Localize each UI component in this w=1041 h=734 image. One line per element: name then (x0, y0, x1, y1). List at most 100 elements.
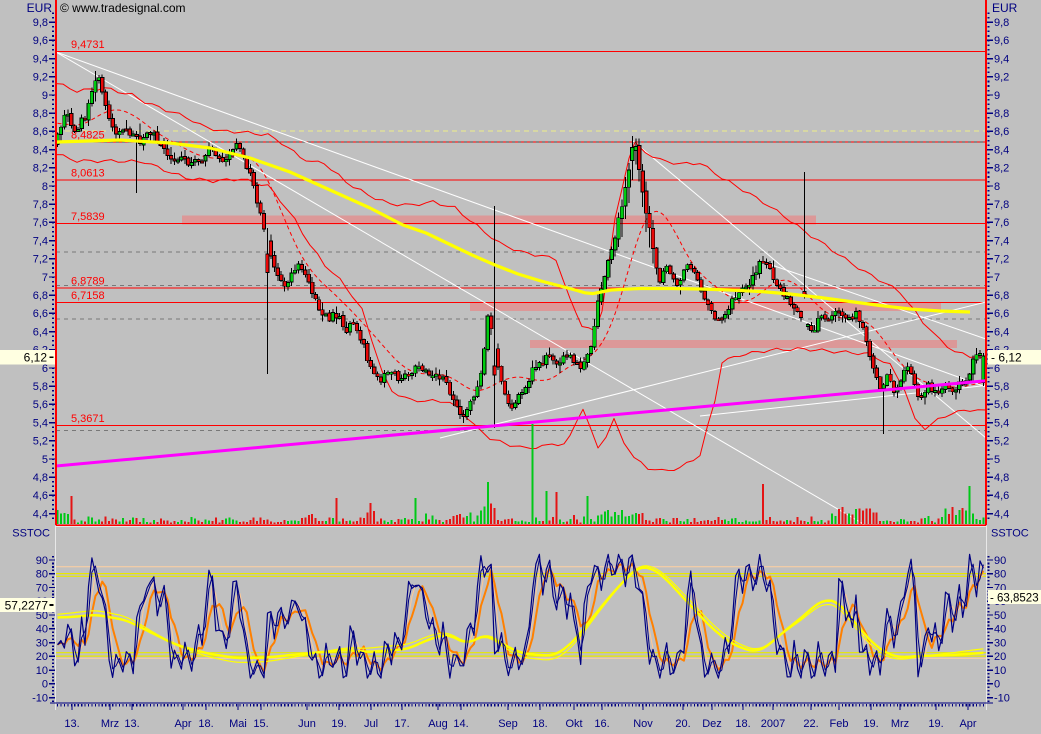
svg-text:Okt: Okt (565, 718, 582, 730)
svg-text:7,2: 7,2 (33, 254, 48, 266)
svg-text:8,6: 8,6 (33, 126, 48, 138)
svg-text:40: 40 (994, 624, 1006, 636)
svg-text:6: 6 (994, 363, 1000, 375)
svg-text:30: 30 (36, 637, 48, 649)
svg-text:90: 90 (994, 555, 1006, 567)
svg-text:9: 9 (42, 90, 48, 102)
svg-text:5: 5 (994, 454, 1000, 466)
svg-text:18.: 18. (735, 718, 750, 730)
svg-text:4,6: 4,6 (994, 490, 1009, 502)
svg-text:7: 7 (42, 272, 48, 284)
svg-text:9,8: 9,8 (33, 17, 48, 29)
svg-text:0: 0 (994, 679, 1000, 691)
svg-text:-10: -10 (994, 692, 1010, 704)
svg-text:9,4: 9,4 (994, 53, 1009, 65)
svg-text:9,2: 9,2 (994, 72, 1009, 84)
svg-text:7,6: 7,6 (33, 217, 48, 229)
svg-text:8,8: 8,8 (994, 108, 1009, 120)
svg-text:4,8: 4,8 (33, 472, 48, 484)
svg-text:13.: 13. (64, 718, 79, 730)
svg-text:Apr: Apr (959, 718, 976, 730)
svg-text:5,2: 5,2 (994, 436, 1009, 448)
svg-text:6,8: 6,8 (994, 290, 1009, 302)
svg-text:Jul: Jul (364, 718, 378, 730)
svg-text:6,6: 6,6 (994, 308, 1009, 320)
svg-text:Feb: Feb (830, 718, 849, 730)
svg-text:8,2: 8,2 (994, 163, 1009, 175)
svg-text:50: 50 (994, 610, 1006, 622)
svg-text:Nov: Nov (633, 718, 653, 730)
svg-text:9: 9 (994, 90, 1000, 102)
svg-text:6,6: 6,6 (33, 308, 48, 320)
svg-text:20.: 20. (675, 718, 690, 730)
svg-text:7: 7 (994, 272, 1000, 284)
svg-text:6,4: 6,4 (994, 326, 1009, 338)
svg-text:5,4: 5,4 (994, 417, 1009, 429)
svg-text:19.: 19. (331, 718, 346, 730)
svg-text:5,4: 5,4 (33, 417, 48, 429)
svg-text:6,7158: 6,7158 (71, 290, 105, 302)
svg-text:30: 30 (994, 637, 1006, 649)
svg-text:6,8: 6,8 (33, 290, 48, 302)
svg-text:EUR: EUR (992, 1, 1018, 15)
svg-text:5,8: 5,8 (994, 381, 1009, 393)
svg-text:- 63,8523: - 63,8523 (990, 593, 1039, 605)
svg-text:Aug: Aug (428, 718, 448, 730)
svg-text:4,8: 4,8 (994, 472, 1009, 484)
svg-text:8,2: 8,2 (33, 163, 48, 175)
svg-text:70: 70 (36, 582, 48, 594)
svg-text:Dez: Dez (702, 718, 722, 730)
svg-text:9,6: 9,6 (33, 35, 48, 47)
svg-text:Mrz: Mrz (101, 718, 119, 730)
svg-text:Apr: Apr (174, 718, 191, 730)
svg-text:20: 20 (994, 651, 1006, 663)
svg-text:Mrz: Mrz (891, 718, 909, 730)
svg-text:18.: 18. (532, 718, 547, 730)
svg-text:8: 8 (994, 181, 1000, 193)
svg-text:18.: 18. (198, 718, 213, 730)
svg-text:6,4: 6,4 (33, 326, 48, 338)
svg-text:19.: 19. (928, 718, 943, 730)
svg-text:90: 90 (36, 555, 48, 567)
svg-text:15.: 15. (253, 718, 268, 730)
svg-text:SSTOC: SSTOC (12, 528, 50, 540)
svg-text:5,6: 5,6 (33, 399, 48, 411)
svg-text:5,3671: 5,3671 (71, 413, 105, 425)
svg-text:4,4: 4,4 (33, 508, 48, 520)
svg-text:7,2: 7,2 (994, 254, 1009, 266)
svg-text:40: 40 (36, 624, 48, 636)
svg-text:10: 10 (994, 665, 1006, 677)
svg-text:7,8: 7,8 (994, 199, 1009, 211)
svg-text:5,2: 5,2 (33, 436, 48, 448)
svg-text:8,6: 8,6 (994, 126, 1009, 138)
svg-text:9,2: 9,2 (33, 72, 48, 84)
svg-text:6,8789: 6,8789 (71, 275, 105, 287)
svg-text:-10: -10 (32, 692, 48, 704)
svg-text:13.: 13. (124, 718, 139, 730)
svg-text:9,4: 9,4 (33, 53, 48, 65)
svg-text:14.: 14. (453, 718, 468, 730)
svg-text:7,8: 7,8 (33, 199, 48, 211)
svg-text:7,5839: 7,5839 (71, 211, 105, 223)
svg-text:6,12: 6,12 (24, 351, 48, 365)
svg-text:EUR: EUR (27, 1, 53, 15)
svg-text:10: 10 (36, 665, 48, 677)
svg-text:16.: 16. (594, 718, 609, 730)
svg-text:- 6,12: - 6,12 (991, 351, 1022, 365)
svg-text:9,6: 9,6 (994, 35, 1009, 47)
svg-text:8,4: 8,4 (994, 144, 1009, 156)
svg-text:8: 8 (42, 181, 48, 193)
svg-text:5,6: 5,6 (994, 399, 1009, 411)
svg-text:9,8: 9,8 (994, 17, 1009, 29)
svg-text:© www.tradesignal.com: © www.tradesignal.com (60, 1, 186, 15)
svg-text:8,4825: 8,4825 (71, 129, 105, 141)
svg-text:19.: 19. (863, 718, 878, 730)
svg-text:4,4: 4,4 (994, 508, 1009, 520)
svg-text:Mai: Mai (229, 718, 247, 730)
svg-text:5: 5 (42, 454, 48, 466)
svg-text:8,8: 8,8 (33, 108, 48, 120)
svg-text:50: 50 (36, 610, 48, 622)
svg-text:17.: 17. (394, 718, 409, 730)
svg-text:7,4: 7,4 (33, 235, 48, 247)
svg-text:6: 6 (42, 363, 48, 375)
